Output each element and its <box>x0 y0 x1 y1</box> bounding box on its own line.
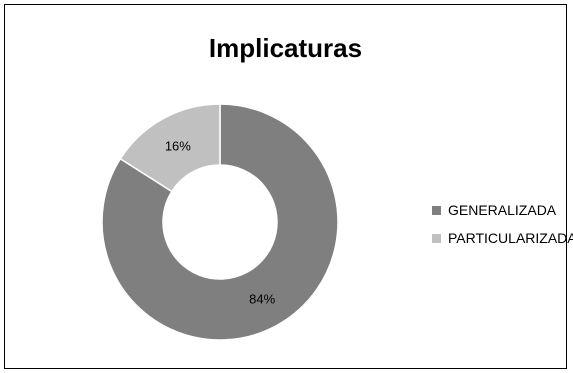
legend-item-particularizada: PARTICULARIZADA <box>432 224 573 252</box>
data-label-generalizada: 84% <box>249 292 275 307</box>
legend-swatch-generalizada <box>432 205 441 215</box>
slice-generalizada <box>101 103 339 341</box>
legend-item-generalizada: GENERALIZADA <box>432 196 573 224</box>
chart-title: Implicaturas <box>208 33 363 63</box>
slice-particularizada <box>119 103 221 193</box>
legend-label-particularizada: PARTICULARIZADA <box>448 230 573 246</box>
chart-legend: GENERALIZADA PARTICULARIZADA <box>432 196 573 252</box>
legend-label-generalizada: GENERALIZADA <box>448 202 557 218</box>
legend-swatch-particularizada <box>432 233 441 243</box>
data-label-particularizada: 16% <box>165 138 191 153</box>
